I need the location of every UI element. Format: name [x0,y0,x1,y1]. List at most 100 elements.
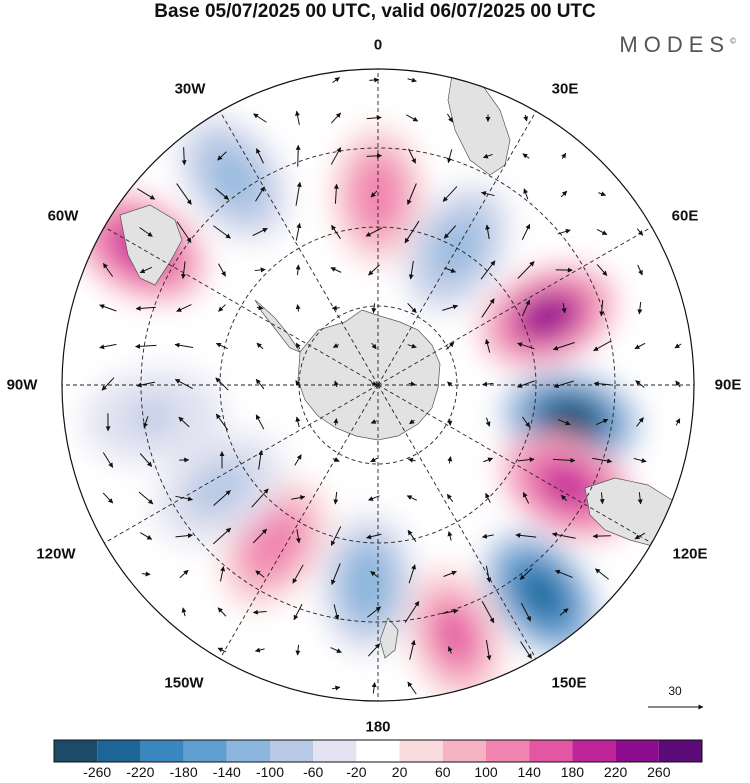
wind-vector-25 [255,186,265,202]
wind-vector-27 [333,183,339,204]
wind-vector-120 [447,418,453,426]
wind-vector-115 [255,414,265,430]
colorbar-swatch-13 [615,740,659,762]
wind-vector-102 [370,381,378,386]
wind-vector-18 [446,149,453,164]
wind-vector-92 [593,340,611,352]
wind-vector-93 [634,342,646,350]
wind-vector-156 [637,492,643,505]
wind-vector-113 [178,416,190,428]
wind-vector-186 [252,609,267,615]
wind-vector-60 [517,261,535,279]
wind-vector-67 [218,304,226,312]
wind-vector-101 [334,380,339,388]
wind-vector-149 [368,495,380,501]
wind-vector-163 [366,533,382,540]
meridian-line-330 [219,111,379,386]
colorbar-swatch-3 [183,740,227,762]
wind-vector-151 [446,493,454,503]
wind-vector-1 [369,77,380,83]
wind-vector-189 [367,606,382,618]
wind-vector-90 [517,342,535,350]
wind-vector-84 [295,342,301,350]
colorbar-tick-label: -140 [212,764,241,780]
wind-vector-72 [407,302,417,314]
colorbar-swatch-0 [54,740,98,762]
anomaly-blob-8-3 [128,400,177,433]
lon-label-90e: 90E [714,376,742,394]
wind-vector-16 [366,153,382,159]
wind-vector-203 [520,641,532,659]
wind-vector-91 [552,342,575,351]
wind-vector-58 [444,267,457,273]
anomaly-blob-3-3 [521,572,561,616]
wind-vector-68 [256,305,264,311]
wind-vector-75 [522,299,530,317]
wind-vector-185 [217,607,227,617]
wind-vector-99 [255,378,265,390]
wind-vector-193 [520,602,532,622]
wind-vector-206 [407,681,417,695]
wind-vector-166 [481,533,494,539]
wind-vector-122 [521,416,531,428]
wind-vector-20 [522,153,530,159]
colorbar [53,739,703,763]
wind-vector-40 [331,224,341,239]
wind-vector-94 [674,343,682,349]
wind-vector-43 [443,225,457,239]
wind-vector-137 [483,457,494,463]
wind-vector-187 [293,603,303,621]
wind-vector-202 [485,639,492,661]
new-zealand-shape [379,617,399,659]
map-disc [62,69,694,701]
wind-vector-87 [407,343,417,349]
anomaly-blob-7-3 [197,469,241,507]
wind-vector-74 [481,298,495,318]
wind-vector-171 [141,571,151,577]
wind-vector-38 [252,227,268,237]
colorbar-border [53,739,703,763]
wind-vector-15 [330,147,342,165]
wind-vector-100 [295,380,301,388]
lon-label-120w: 120W [36,545,76,563]
wind-vector-138 [517,457,535,463]
wind-vector-108 [593,381,610,387]
wind-vector-37 [213,225,231,239]
wind-vector-180 [485,565,492,583]
wind-vector-132 [294,454,302,466]
wind-vector-104 [447,381,453,387]
wind-vector-17 [408,148,416,164]
anomaly-blob-1-3 [524,298,571,334]
wind-vector-170 [634,532,646,540]
wind-vector-135 [407,457,416,463]
colorbar-tick-label: 180 [560,764,585,780]
wind-vector-13 [256,148,264,164]
africa-shape [447,74,511,176]
wind-vector-152 [485,492,491,503]
meridian-line-60 [377,226,652,386]
wind-vector-30 [442,186,458,202]
anomaly-field [73,113,642,701]
wind-vector-147 [291,495,306,501]
lon-label-150e: 150E [551,674,587,692]
wind-vector-188 [333,604,340,621]
wind-vector-117 [333,418,339,426]
wind-vector-146 [251,488,269,508]
wind-vector-121 [485,417,491,427]
wind-vector-204 [332,685,341,691]
wind-vector-141 [633,457,647,463]
wind-vector-82 [215,342,228,350]
wind-vector-22 [136,188,156,200]
wind-vector-63 [637,264,643,276]
wind-vector-89 [484,338,491,353]
wind-vector-191 [441,608,459,615]
wind-vector-49 [102,262,114,277]
wind-vector-66 [176,304,192,312]
wind-vector-131 [258,449,264,470]
wind-vector-5 [330,112,342,124]
wind-vector-86 [371,342,377,350]
map-title: Base 05/07/2025 00 UTC, valid 06/07/2025… [154,1,596,22]
wind-vector-119 [409,419,415,425]
wind-vector-65 [135,305,156,311]
wind-vector-114 [215,413,229,431]
